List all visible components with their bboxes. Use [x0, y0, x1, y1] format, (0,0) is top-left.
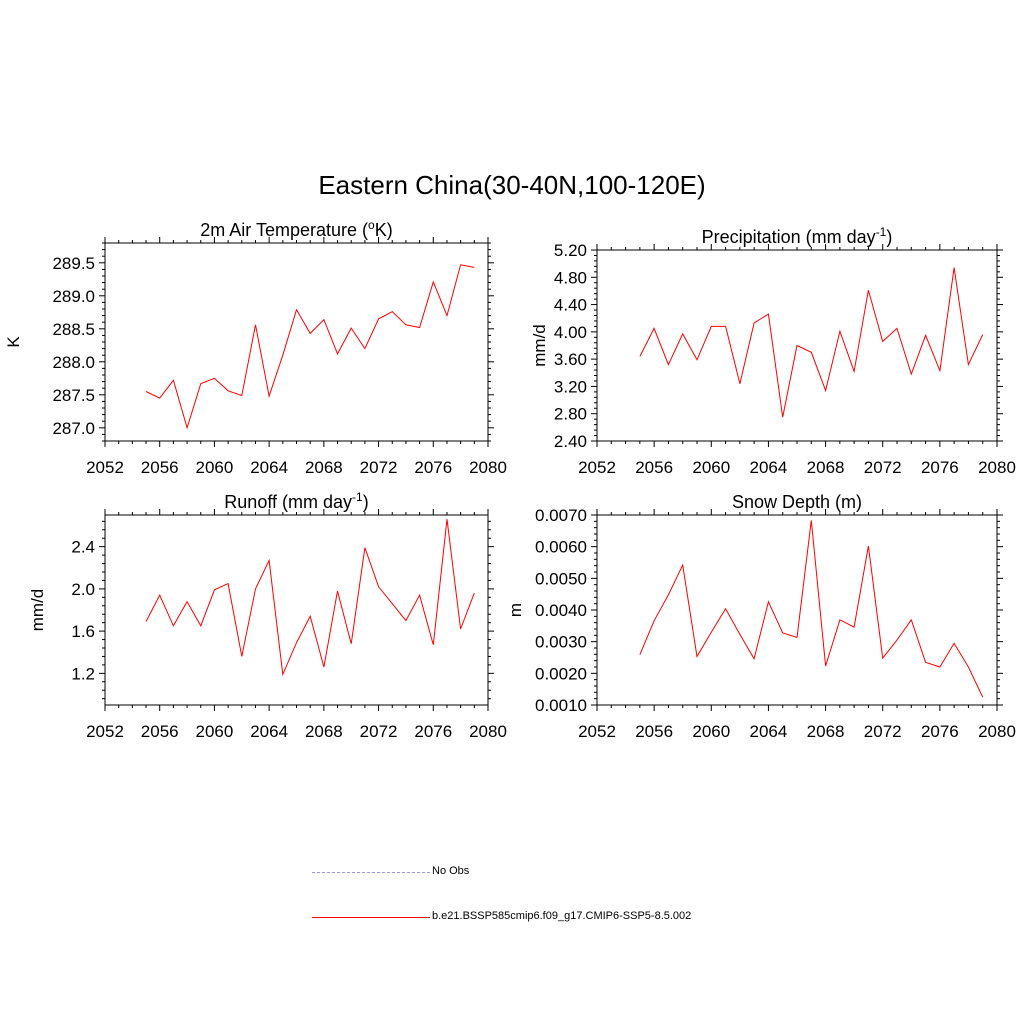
x-tick-label: 2076	[414, 722, 452, 741]
y-tick-label: 2.0	[71, 580, 95, 599]
y-tick-label: 0.0060	[535, 538, 587, 557]
x-tick-label: 2056	[635, 722, 673, 741]
panel-title: 2m Air Temperature (oK)	[200, 218, 392, 240]
y-tick-label: 2.40	[554, 432, 587, 451]
series-line	[145, 264, 475, 430]
x-tick-label: 2076	[921, 458, 959, 477]
x-tick-label: 2052	[578, 722, 616, 741]
chart-panel-3: 2052 2056 2060 2064 2068 2072 2076 2080 1.2 1.6 2.…	[28, 490, 507, 741]
y-tick-label: 4.00	[554, 323, 587, 342]
panel-title: Snow Depth (m)	[732, 492, 862, 512]
x-tick-label: 2076	[414, 458, 452, 477]
y-tick-label: 0.0030	[535, 633, 587, 652]
x-tick-label: 2060	[196, 722, 234, 741]
y-tick-label: 287.0	[52, 419, 95, 438]
x-tick-label: 2080	[978, 458, 1016, 477]
y-tick-label: 2.80	[554, 405, 587, 424]
x-tick-label: 2056	[141, 722, 179, 741]
series-line	[145, 519, 475, 677]
x-tick-label: 2068	[807, 458, 845, 477]
y-tick-label: 2.4	[71, 538, 95, 557]
y-tick-label: 3.20	[554, 377, 587, 396]
legend-swatch-simulation	[312, 917, 430, 918]
x-tick-label: 2060	[692, 722, 730, 741]
y-tick-label: 0.0020	[535, 664, 587, 683]
plot-frame	[104, 514, 489, 706]
y-tick-label: 0.0010	[535, 696, 587, 715]
panel-title: Precipitation (mm day-1)	[702, 225, 893, 247]
chart-panel-4: 2052 2056 2060 2064 2068 2072 2076 2080 0.0010 0.…	[506, 492, 1016, 741]
y-tick-label: 288.0	[52, 353, 95, 372]
plot-frame	[104, 242, 489, 442]
y-tick-label: 1.2	[71, 664, 95, 683]
x-tick-label: 2068	[305, 722, 343, 741]
x-tick-label: 2068	[305, 458, 343, 477]
y-axis-label: m	[506, 603, 525, 617]
x-tick-label: 2052	[86, 722, 124, 741]
x-tick-label: 2064	[750, 722, 788, 741]
x-tick-label: 2052	[578, 458, 616, 477]
panel-title: Runoff (mm day-1)	[224, 490, 368, 512]
x-tick-label: 2056	[141, 458, 179, 477]
x-tick-label: 2080	[978, 722, 1016, 741]
y-axis-label: mm/d	[28, 589, 47, 632]
x-tick-label: 2060	[196, 458, 234, 477]
y-tick-label: 287.5	[52, 386, 95, 405]
y-tick-label: 1.6	[71, 622, 95, 641]
series-line	[639, 520, 984, 698]
figure-title: Eastern China(30-40N,100-120E)	[318, 170, 706, 200]
x-tick-label: 2080	[469, 722, 507, 741]
x-tick-label: 2072	[360, 722, 398, 741]
y-tick-label: 0.0040	[535, 601, 587, 620]
x-tick-label: 2052	[86, 458, 124, 477]
x-tick-label: 2060	[692, 458, 730, 477]
plot-frame	[596, 514, 998, 706]
chart-panel-2: 2052 2056 2060 2064 2068 2072 2076 2080 2.40 2.80…	[530, 225, 1016, 477]
y-tick-label: 289.0	[52, 287, 95, 306]
x-tick-label: 2080	[469, 458, 507, 477]
x-tick-label: 2072	[864, 722, 902, 741]
x-tick-label: 2064	[250, 458, 288, 477]
x-tick-label: 2068	[807, 722, 845, 741]
y-axis-label: K	[4, 336, 23, 348]
legend-swatch-no-obs	[312, 872, 430, 873]
y-tick-label: 0.0050	[535, 569, 587, 588]
chart-panel-1: 2052 2056 2060 2064 2068 2072 2076 2080 287.0 287…	[4, 218, 507, 477]
y-tick-label: 4.80	[554, 268, 587, 287]
y-tick-label: 289.5	[52, 254, 95, 273]
y-axis-label: mm/d	[530, 324, 549, 367]
x-tick-label: 2064	[250, 722, 288, 741]
y-tick-label: 0.0070	[535, 506, 587, 525]
x-tick-label: 2072	[864, 458, 902, 477]
x-tick-label: 2072	[360, 458, 398, 477]
legend-label-no-obs: No Obs	[432, 865, 470, 877]
y-tick-label: 4.40	[554, 296, 587, 315]
y-tick-label: 5.20	[554, 241, 587, 260]
y-tick-label: 288.5	[52, 320, 95, 339]
legend-label-simulation: b.e21.BSSP585cmip6.f09_g17.CMIP6-SSP5-8.…	[432, 910, 692, 922]
x-tick-label: 2056	[635, 458, 673, 477]
series-line	[639, 267, 984, 418]
x-tick-label: 2076	[921, 722, 959, 741]
x-tick-label: 2064	[750, 458, 788, 477]
y-tick-label: 3.60	[554, 350, 587, 369]
